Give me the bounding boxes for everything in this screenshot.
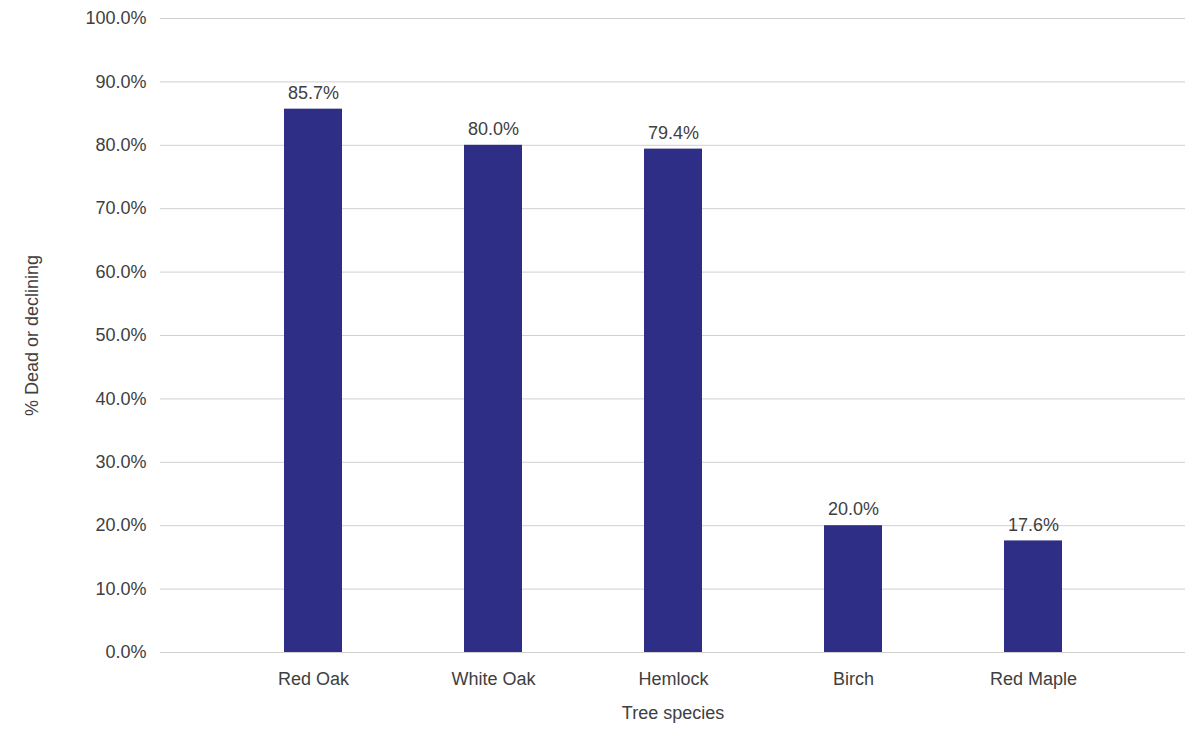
svg-text:60.0%: 60.0% [95,262,146,282]
svg-text:Birch: Birch [833,669,874,689]
svg-text:70.0%: 70.0% [95,198,146,218]
svg-text:White Oak: White Oak [451,669,536,689]
svg-text:80.0%: 80.0% [468,119,519,139]
svg-text:0.0%: 0.0% [105,642,146,662]
svg-text:90.0%: 90.0% [95,72,146,92]
svg-text:20.0%: 20.0% [828,499,879,519]
svg-text:79.4%: 79.4% [648,123,699,143]
svg-text:20.0%: 20.0% [95,515,146,535]
svg-text:100.0%: 100.0% [85,8,146,28]
svg-text:17.6%: 17.6% [1008,515,1059,535]
svg-text:50.0%: 50.0% [95,325,146,345]
svg-text:Red Maple: Red Maple [990,669,1077,689]
svg-text:40.0%: 40.0% [95,389,146,409]
svg-text:85.7%: 85.7% [288,83,339,103]
svg-text:Hemlock: Hemlock [638,669,709,689]
svg-text:Red Oak: Red Oak [278,669,350,689]
svg-text:80.0%: 80.0% [95,135,146,155]
svg-text:% Dead or declining: % Dead or declining [22,255,42,416]
svg-text:Tree species: Tree species [622,703,724,723]
svg-text:10.0%: 10.0% [95,579,146,599]
svg-text:30.0%: 30.0% [95,452,146,472]
